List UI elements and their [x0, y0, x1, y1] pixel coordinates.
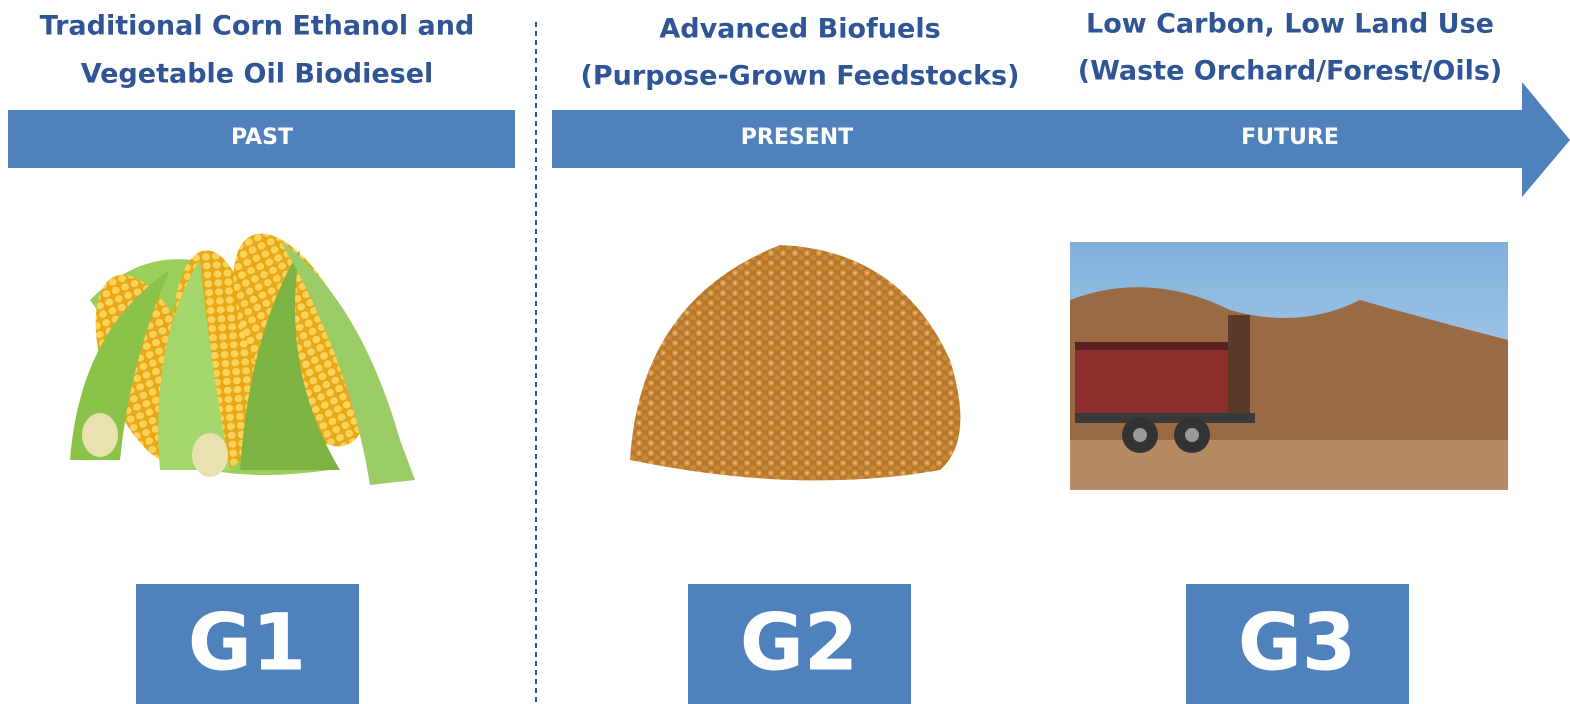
generation-label: G2: [740, 598, 858, 688]
corn-image: [70, 215, 415, 485]
biofuel-timeline: Traditional Corn Ethanol and Vegetable O…: [0, 0, 1570, 704]
heading-line: Advanced Biofuels: [659, 14, 940, 45]
heading-line: Vegetable Oil Biodiesel: [81, 59, 434, 90]
grain-image: [630, 245, 960, 480]
era-label: PRESENT: [741, 125, 853, 150]
heading-line: Low Carbon, Low Land Use: [1086, 9, 1494, 40]
timeline-arrow: [552, 82, 1570, 197]
biomass-image: [1070, 242, 1508, 490]
heading-line: (Purpose-Grown Feedstocks): [581, 61, 1020, 92]
era-label: FUTURE: [1241, 125, 1339, 150]
generation-label: G3: [1238, 598, 1356, 688]
heading-line: Traditional Corn Ethanol and: [40, 11, 475, 42]
heading-line: (Waste Orchard/Forest/Oils): [1078, 56, 1503, 87]
era-label: PAST: [231, 125, 293, 150]
generation-label: G1: [188, 598, 306, 688]
